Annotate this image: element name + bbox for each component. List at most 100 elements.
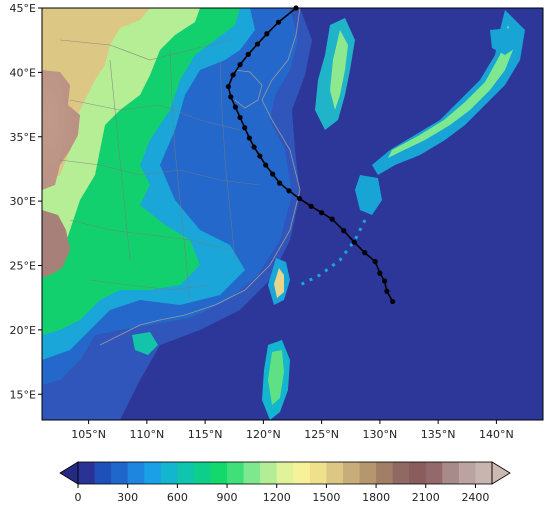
colorbar-cell [144, 462, 162, 484]
colorbar-cell [94, 462, 112, 484]
colorbar-cell [326, 462, 344, 484]
colorbar-cell [160, 462, 178, 484]
y-tick-label: 30°E [10, 195, 36, 208]
luzon-hills [268, 350, 284, 405]
track-point [242, 125, 248, 131]
colorbar-cell [293, 462, 311, 484]
track-point [251, 144, 257, 150]
ryukyu-islands [299, 219, 367, 287]
y-tick-label: 25°E [10, 260, 36, 273]
track-point [341, 228, 347, 234]
x-tick-label: 115°N [188, 428, 223, 441]
province-borders [59, 39, 261, 301]
colorbar-tick-label: 2100 [412, 491, 440, 504]
track-point [257, 153, 263, 159]
colorbar-cell [458, 462, 476, 484]
colorbar-cell [111, 462, 129, 484]
colorbar-cell [227, 462, 245, 484]
colorbar-cell [276, 462, 294, 484]
colorbar-cell [376, 462, 394, 484]
y-tick-label: 45°E [10, 2, 36, 15]
track-point [381, 278, 388, 284]
track-point [286, 188, 292, 194]
colorbar-frame [77, 461, 493, 485]
colorbar-cell [409, 462, 427, 484]
colorbar-cell [392, 462, 410, 484]
track-point [225, 83, 232, 90]
track-point [275, 19, 282, 25]
x-tick-label: 125°N [304, 428, 339, 441]
track-point [237, 114, 243, 121]
japan-kyushu [355, 175, 382, 215]
colorbar-tick-label: 0 [75, 491, 82, 504]
y-tick-label: 35°E [10, 131, 36, 144]
colorbar-cell [342, 462, 361, 484]
x-tick-label: 130°N [363, 428, 398, 441]
y-tick-label: 40°E [10, 66, 36, 79]
colorbar-cell [425, 462, 443, 484]
japan-honshu [372, 10, 525, 175]
hainan [132, 332, 158, 355]
plateau-south [42, 210, 70, 278]
colorbar: 0 300 600 900 1200 1500 1800 2100 2400 [59, 461, 511, 504]
colorbar-arrow-left [59, 461, 79, 485]
y-tick-label: 15°E [10, 388, 36, 401]
track-point [277, 180, 283, 186]
track-point [246, 135, 252, 141]
track-point [230, 72, 236, 78]
plateau-high [42, 70, 80, 190]
colorbar-tick-label: 600 [167, 491, 188, 504]
colorbar-cell [359, 462, 377, 484]
colorbar-cell [177, 462, 195, 484]
colorbar-tick-label: 2400 [461, 491, 489, 504]
track-point [351, 239, 357, 245]
colorbar-cell [309, 462, 327, 484]
x-tick-label: 105°N [71, 428, 106, 441]
colorbar-tick-label: 1500 [312, 491, 340, 504]
colorbar-cells [78, 462, 493, 484]
coastline-bohai [234, 69, 263, 109]
track-point [293, 5, 299, 11]
colorbar-cell [193, 462, 211, 484]
colorbar-cell [260, 462, 278, 484]
map-area [42, 8, 543, 420]
track-point [232, 104, 239, 110]
track-point [245, 51, 251, 57]
x-tick-label: 140°N [479, 428, 514, 441]
colorbar-ticks: 0 300 600 900 1200 1500 1800 2100 2400 [75, 484, 489, 504]
colorbar-tick-label: 300 [117, 491, 138, 504]
track-point [308, 203, 314, 209]
colorbar-tick-label: 1200 [263, 491, 291, 504]
colorbar-cell [210, 462, 228, 484]
colorbar-tick-label: 1800 [362, 491, 390, 504]
y-tick-label: 20°E [10, 324, 36, 337]
colorbar-cell [442, 462, 460, 484]
colorbar-arrow-right [491, 461, 511, 485]
track-point [319, 210, 325, 216]
japan-hokkaido [490, 28, 520, 55]
track-point [296, 195, 303, 202]
map-frame [41, 7, 544, 421]
coastline-mainland [99, 8, 301, 346]
colorbar-cell [127, 462, 145, 484]
colorbar-cell [475, 462, 493, 484]
x-tick-label: 135°N [421, 428, 456, 441]
track-point [390, 298, 396, 305]
colorbar-tick-label: 900 [217, 491, 238, 504]
track-point [237, 62, 243, 68]
track-point [254, 41, 261, 47]
colorbar-cell [78, 462, 96, 484]
track-point [384, 288, 390, 294]
taiwan-mountains [274, 268, 284, 298]
x-tick-label: 110°N [129, 428, 164, 441]
colorbar-cell [243, 462, 261, 484]
typhoon-track-points [225, 5, 396, 305]
x-tick-label: 120°N [246, 428, 281, 441]
track-point [264, 31, 270, 37]
y-axis-ticks: 15°E 20°E 25°E 30°E 35°E 40°E 45°E [10, 2, 42, 401]
track-point [329, 216, 335, 222]
track-point [263, 162, 269, 168]
track-point [362, 250, 368, 256]
track-point [270, 171, 276, 177]
